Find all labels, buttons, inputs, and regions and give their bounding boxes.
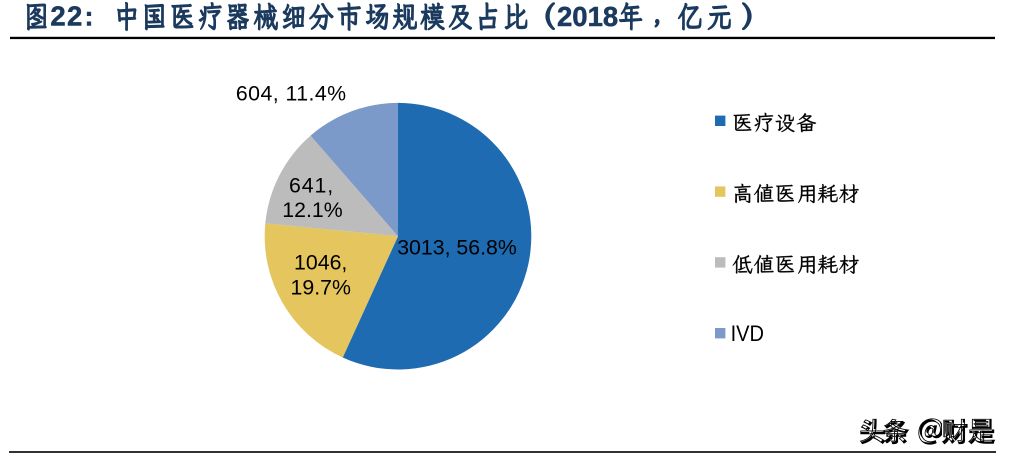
svg-text:22: 22 [50, 1, 83, 32]
svg-text:604, 11.4%: 604, 11.4% [236, 82, 347, 106]
svg-text::: : [85, 2, 94, 32]
svg-text:19.7%: 19.7% [291, 275, 351, 299]
svg-text:3013, 56.8%: 3013, 56.8% [397, 235, 517, 259]
svg-text:641,: 641, [289, 174, 334, 198]
svg-text:1046,: 1046, [294, 251, 347, 275]
svg-text:12.1%: 12.1% [282, 198, 342, 222]
svg-text:IVD: IVD [731, 321, 764, 346]
svg-text:2018: 2018 [557, 1, 618, 32]
